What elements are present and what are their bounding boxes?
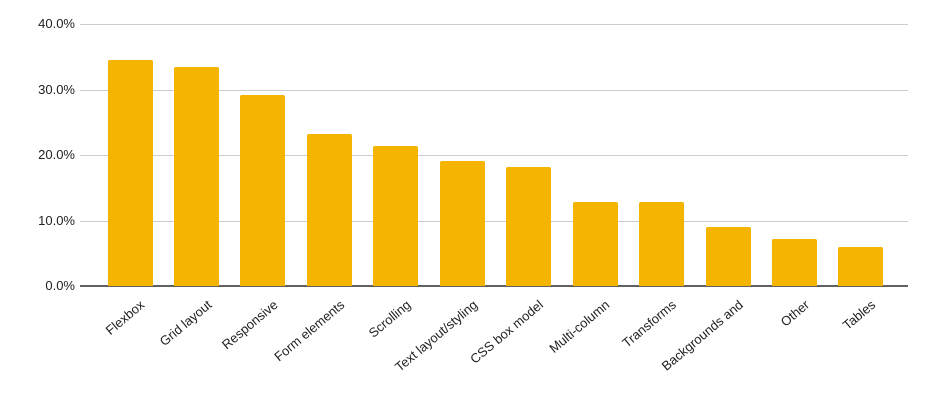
bar-backgrounds-and[interactable]	[705, 227, 751, 286]
bar-css-box-model[interactable]	[506, 167, 552, 286]
bar-form-elements[interactable]	[306, 134, 352, 286]
x-axis-category-label: Other	[777, 297, 813, 330]
x-axis-category-label: Form elements	[270, 297, 348, 365]
bar-scrolling[interactable]	[373, 146, 419, 286]
x-axis-category-label: Transforms	[619, 297, 680, 351]
x-axis-category-label: Flexbox	[103, 297, 148, 338]
y-axis-tick-label: 40.0%	[38, 16, 75, 31]
gridline	[80, 220, 908, 222]
bar-flexbox[interactable]	[107, 60, 153, 286]
x-axis-category-label: Multi-column	[546, 297, 613, 356]
x-axis-category-label: Tables	[840, 297, 879, 333]
bar-text-layout-styling[interactable]	[439, 161, 485, 286]
x-axis-category-label: Scrolling	[365, 297, 414, 341]
y-axis-tick-label: 0.0%	[45, 278, 75, 293]
y-axis-tick-label: 30.0%	[38, 81, 75, 97]
gridline	[80, 89, 908, 91]
gridline	[80, 24, 908, 25]
bar-responsive[interactable]	[240, 95, 286, 286]
bar-other[interactable]	[772, 239, 817, 286]
gridline	[80, 155, 908, 156]
x-axis-category-label: Responsive	[218, 297, 281, 353]
x-axis-baseline	[80, 285, 908, 287]
bar-tables[interactable]	[838, 247, 884, 286]
bar-multi-column[interactable]	[572, 202, 618, 286]
bar-grid-layout[interactable]	[173, 67, 219, 286]
x-axis-category-label: Grid layout	[156, 297, 215, 349]
bar-transforms[interactable]	[639, 202, 685, 286]
y-axis-tick-label: 10.0%	[38, 212, 75, 228]
y-axis-tick-label: 20.0%	[38, 147, 75, 162]
